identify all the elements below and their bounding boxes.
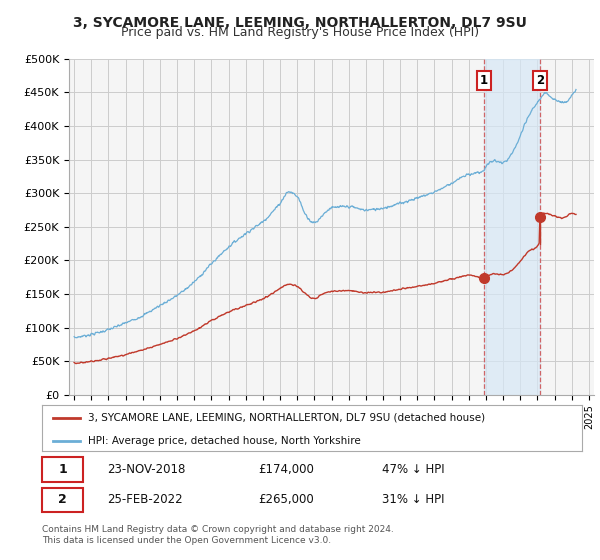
Text: Price paid vs. HM Land Registry's House Price Index (HPI): Price paid vs. HM Land Registry's House … <box>121 26 479 39</box>
Text: 23-NOV-2018: 23-NOV-2018 <box>107 463 185 476</box>
Text: 47% ↓ HPI: 47% ↓ HPI <box>382 463 445 476</box>
Text: 3, SYCAMORE LANE, LEEMING, NORTHALLERTON, DL7 9SU (detached house): 3, SYCAMORE LANE, LEEMING, NORTHALLERTON… <box>88 413 485 423</box>
Text: 1: 1 <box>480 74 488 87</box>
Text: 2: 2 <box>58 493 67 506</box>
Text: £174,000: £174,000 <box>258 463 314 476</box>
Bar <box>484 59 540 395</box>
FancyBboxPatch shape <box>42 458 83 482</box>
Text: 1: 1 <box>58 463 67 476</box>
FancyBboxPatch shape <box>42 488 83 512</box>
Text: 3, SYCAMORE LANE, LEEMING, NORTHALLERTON, DL7 9SU: 3, SYCAMORE LANE, LEEMING, NORTHALLERTON… <box>73 16 527 30</box>
Text: 25-FEB-2022: 25-FEB-2022 <box>107 493 182 506</box>
Text: 31% ↓ HPI: 31% ↓ HPI <box>382 493 445 506</box>
Text: Contains HM Land Registry data © Crown copyright and database right 2024.
This d: Contains HM Land Registry data © Crown c… <box>42 525 394 545</box>
Text: £265,000: £265,000 <box>258 493 314 506</box>
Text: HPI: Average price, detached house, North Yorkshire: HPI: Average price, detached house, Nort… <box>88 436 361 446</box>
Text: 2: 2 <box>536 74 544 87</box>
